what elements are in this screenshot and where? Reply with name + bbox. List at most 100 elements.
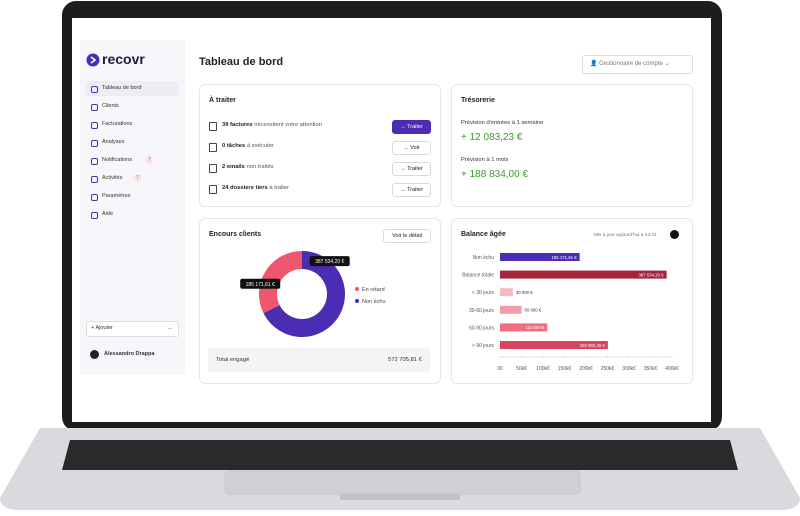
bar [500,341,608,349]
x-tick-label: 50k€ [516,366,527,372]
toggle[interactable] [670,230,679,239]
nav-item[interactable]: Analyses [102,139,125,145]
nav-active [86,81,178,96]
nav-item[interactable]: Notifications [102,157,132,163]
todo-text: à traiter [269,185,290,191]
bar [500,305,522,314]
x-tick-label: 300k€ [622,366,636,372]
card-title: Trésorerie [461,97,495,104]
add-button[interactable] [86,321,179,337]
nav-item[interactable]: Aide [102,211,114,217]
balance-card [451,218,693,384]
button-label: Traiter [407,124,423,130]
legend-swatch [355,287,359,291]
nav-icon [91,140,98,147]
todo-button[interactable]: → Traiter [392,162,431,176]
add-label: + Ajouter [91,325,113,331]
category-label: Non échu [473,255,495,261]
logo: recovr [102,51,145,67]
card-title: Encours clients [209,231,262,238]
detail-button[interactable]: Voir le détail [383,229,431,243]
value-pill [309,256,350,267]
todo-count: 39 factures [222,122,253,128]
add-text: Ajouter [95,325,113,331]
category-label: < 30 jours [472,290,495,296]
user: Alessandro Drappa [104,351,155,357]
page-title: Tableau de bord [199,56,284,68]
value-label: 250 865,20 € [580,343,606,348]
x-tick-label: 150k€ [558,366,572,372]
bar [500,288,513,297]
todo-button[interactable]: → Traiter [392,120,431,134]
keyboard [62,440,738,470]
todo-count: 2 emails [222,164,245,170]
bar [500,270,667,279]
nav-icon [91,194,98,201]
todo-count: 24 dossiers tiers [222,185,268,191]
forecast-value: + 12 083,23 € [461,132,523,143]
total-value: 572 705,81 € [388,357,422,363]
donut-segment [259,251,302,314]
logo-icon [86,53,100,67]
todo-line: 0 tâches à exécuter [222,143,274,149]
value-label: 185 171,61 € [552,255,578,260]
value-label: 110 000 € [526,325,545,330]
todo-line: 24 dossiers tiers à traiter [222,185,289,191]
x-tick-label: 400k€ [665,366,679,372]
value-label: 50 000 € [525,308,542,313]
bar [500,323,548,332]
card-title: À traiter [209,97,236,104]
total-box [208,348,430,372]
value-label: 387 534,20 € [315,259,344,265]
nav-badge: 7 [146,156,153,164]
nav-item[interactable]: Paramètres [102,193,131,199]
todo-icon [209,143,217,152]
nav-icon [91,122,98,129]
role-select[interactable] [582,55,693,74]
todo-button[interactable]: → Traiter [392,183,431,197]
nav-item[interactable]: Clients [102,103,119,109]
nav-item[interactable]: Activités [102,175,123,181]
nav-icon [91,176,98,183]
todo-icon [209,164,217,173]
update-note: Mis à jour aujourd'hui à 04:41 [594,233,657,238]
nav-badge: 7 [134,174,141,182]
donut-segment [263,251,345,338]
x-tick-label: 100k€ [536,366,550,372]
button-label: Traiter [407,187,423,193]
nav-item[interactable]: Tableau de bord [102,85,142,91]
forecast-value: + 188 834,00 € [461,169,529,180]
nav-icon [91,86,98,93]
legend-swatch [355,299,359,303]
legend-label: En retard [362,287,385,293]
category-label: 60-90 jours [469,325,495,331]
todo-icon [209,185,217,194]
nav-item[interactable]: Facturations [102,121,133,127]
nav-icon [91,212,98,219]
todo-icon [209,122,217,131]
todo-line: 39 factures nécessitent votre attention [222,122,322,128]
x-tick-label: 0€ [497,366,503,372]
role: 👤 Gestionnaire de compte ⌄ [590,61,670,67]
value-label: 185 171,61 € [246,282,275,288]
treasury-card [451,84,693,207]
legend-label: Non échu [362,299,386,305]
todo-count: 0 tâches [222,143,246,149]
button-label: Traiter [407,166,423,172]
avatar [90,350,99,359]
todo-button[interactable]: → Voir [392,141,431,155]
arrow: → [167,325,173,331]
x-tick-label: 200k€ [579,366,593,372]
forecast-label: Prévision à 1 mois [461,157,509,163]
todo-line: 2 emails non traités [222,164,274,170]
nav-icon [91,104,98,111]
card-title: Balance âgée [461,231,506,238]
x-tick-label: 250k€ [601,366,615,372]
value-pill [240,278,281,289]
value-label: 30 000 € [516,290,533,295]
category-label: 30-60 jours [469,308,495,314]
total-label: Total engagé [216,357,250,363]
x-tick-label: 350k€ [644,366,658,372]
